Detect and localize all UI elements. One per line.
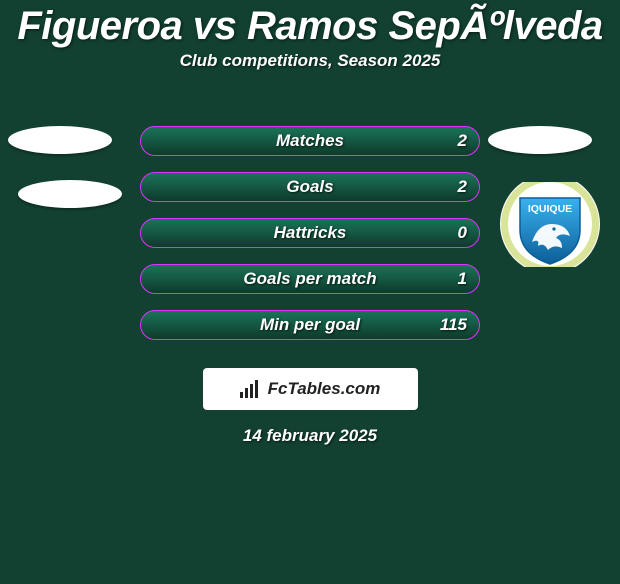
- stat-bar: Goals 2: [140, 172, 480, 202]
- stat-label: Goals: [141, 173, 479, 201]
- stat-bar: Goals per match 1: [140, 264, 480, 294]
- brand-box: FcTables.com: [203, 368, 418, 410]
- stats-container: Matches 2 Goals 2 Hattricks 0 Goals per …: [0, 126, 620, 446]
- stat-value: 115: [440, 311, 467, 339]
- page-title: Figueroa vs Ramos SepÃºlveda: [0, 4, 620, 49]
- stat-label: Matches: [141, 127, 479, 155]
- stat-row: Hattricks 0: [0, 218, 620, 264]
- stat-bar: Min per goal 115: [140, 310, 480, 340]
- stat-value: 0: [458, 219, 467, 247]
- stat-value: 2: [458, 127, 467, 155]
- chart-icon: [240, 380, 262, 398]
- stat-value: 2: [458, 173, 467, 201]
- stat-label: Goals per match: [141, 265, 479, 293]
- stat-row: Min per goal 115: [0, 310, 620, 356]
- stat-bar: Hattricks 0: [140, 218, 480, 248]
- brand-text: FcTables.com: [268, 379, 381, 399]
- stat-label: Min per goal: [141, 311, 479, 339]
- date-text: 14 february 2025: [0, 426, 620, 446]
- stat-row: Goals per match 1: [0, 264, 620, 310]
- stat-row: Matches 2: [0, 126, 620, 172]
- stat-label: Hattricks: [141, 219, 479, 247]
- stat-bar: Matches 2: [140, 126, 480, 156]
- page-subtitle: Club competitions, Season 2025: [0, 51, 620, 71]
- stat-value: 1: [458, 265, 467, 293]
- stat-row: Goals 2: [0, 172, 620, 218]
